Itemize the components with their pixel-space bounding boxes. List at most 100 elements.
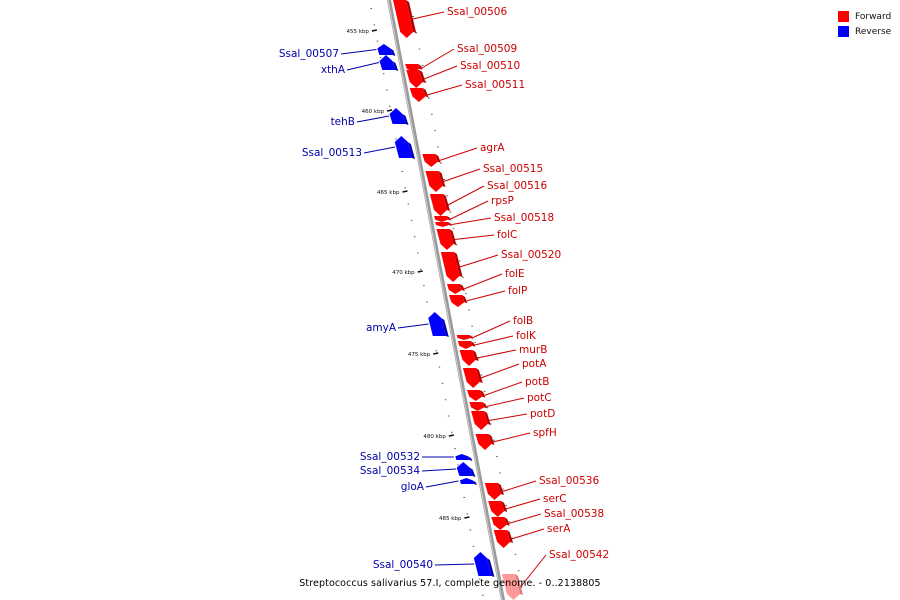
gene-serc[interactable] — [488, 501, 508, 517]
gene-label[interactable]: Ssal_00532 — [360, 451, 420, 463]
minor-tick-left — [457, 464, 459, 466]
gene-folb[interactable] — [456, 335, 474, 340]
gene-ssal-00518[interactable] — [435, 222, 453, 227]
gene-ssal-00540[interactable] — [473, 552, 495, 577]
gene-potc[interactable] — [469, 402, 488, 411]
minor-tick-right — [520, 586, 523, 588]
gene-murb[interactable] — [459, 350, 479, 366]
gene-label[interactable]: Ssal_00538 — [544, 508, 604, 520]
gene-label[interactable]: Ssal_00510 — [460, 60, 520, 72]
major-tick — [417, 270, 423, 273]
gene-label[interactable]: folE — [505, 268, 525, 280]
gene-label[interactable]: potB — [525, 376, 549, 388]
gene-label[interactable]: Ssal_00506 — [447, 6, 507, 18]
gene-agra[interactable] — [422, 154, 441, 167]
gene-ssal-00515[interactable] — [425, 171, 446, 192]
gene-label[interactable]: rpsP — [491, 195, 514, 207]
gene-label[interactable]: murB — [519, 344, 547, 356]
gene-label[interactable]: Ssal_00534 — [360, 465, 420, 477]
tick-label: 460 kbp — [362, 109, 385, 115]
gene-folp[interactable] — [449, 295, 468, 307]
gene-spfh[interactable] — [475, 434, 495, 450]
gene-label[interactable]: xthA — [321, 64, 346, 76]
forward-swatch — [838, 11, 849, 22]
gene-label[interactable]: gloA — [401, 481, 425, 493]
gene-label[interactable]: potD — [530, 408, 555, 420]
genome-backbone — [386, 0, 506, 600]
gene-ssal-00520[interactable] — [440, 252, 463, 282]
leader-line — [480, 363, 520, 379]
minor-tick-right — [458, 260, 461, 262]
gene-folc[interactable] — [436, 229, 457, 250]
gene-label[interactable]: Ssal_00518 — [494, 212, 554, 224]
gene-side-shade — [441, 318, 449, 337]
gene-label[interactable]: serC — [543, 493, 567, 505]
minor-tick-left — [407, 203, 410, 205]
gene-ssal-00542[interactable] — [502, 574, 523, 600]
gene-label[interactable]: Ssal_00509 — [457, 43, 517, 55]
gene-side-shade — [472, 480, 477, 485]
gene-arrow — [456, 335, 471, 340]
gene-label[interactable]: Ssal_00520 — [501, 249, 561, 261]
gene-side-shade — [497, 483, 504, 495]
minor-tick-left — [420, 268, 422, 270]
gene-label[interactable]: potC — [527, 392, 552, 404]
gene-label[interactable]: potA — [522, 358, 547, 370]
gene-label[interactable]: Ssal_00542 — [549, 549, 609, 561]
minor-tick-left — [382, 73, 385, 75]
gene-ssal-00536[interactable] — [484, 483, 504, 500]
gene-label[interactable]: tehB — [331, 116, 355, 128]
minor-tick-left — [451, 431, 453, 433]
gene-label[interactable]: Ssal_00515 — [483, 163, 543, 175]
gene-label[interactable]: folB — [513, 315, 533, 327]
gene-ssal-00506[interactable] — [393, 0, 417, 38]
gene-side-shade — [438, 171, 446, 187]
gene-label[interactable]: Ssal_00540 — [373, 559, 433, 571]
gene-sera[interactable] — [493, 530, 514, 548]
gene-side-shade — [459, 284, 465, 291]
gene-ssal-00532[interactable] — [455, 454, 473, 461]
leader-line — [488, 413, 528, 421]
gene-ssal-00538[interactable] — [491, 517, 510, 530]
gene-label[interactable]: folK — [516, 330, 537, 342]
gene-label[interactable]: Ssal_00511 — [465, 79, 525, 91]
gene-ssal-00511[interactable] — [409, 88, 429, 102]
gene-ssal-00534[interactable] — [456, 462, 476, 477]
gene-ssal-00513[interactable] — [394, 136, 416, 159]
gene-ssal-00516[interactable] — [429, 194, 451, 216]
gene-label[interactable]: Ssal_00513 — [302, 147, 362, 159]
gene-fole[interactable] — [446, 284, 465, 294]
gene-pota[interactable] — [462, 368, 483, 388]
gene-ssal-00510[interactable] — [406, 70, 426, 88]
gene-potb[interactable] — [467, 390, 486, 401]
gene-tehb[interactable] — [389, 108, 409, 125]
gene-amya[interactable] — [428, 312, 449, 337]
leader-line — [459, 254, 499, 268]
gene-arrow — [491, 517, 507, 530]
gene-label[interactable]: agrA — [480, 142, 505, 154]
gene-ssal-00507[interactable] — [377, 44, 396, 56]
leader-line — [423, 65, 458, 80]
gene-xtha[interactable] — [379, 55, 399, 71]
gene-side-shade — [482, 402, 488, 409]
gene-label[interactable]: amyA — [366, 322, 397, 334]
gene-folk[interactable] — [457, 341, 476, 349]
gene-label[interactable]: Ssal_00536 — [539, 475, 599, 487]
gene-label[interactable]: Ssal_00516 — [487, 180, 547, 192]
gene-label[interactable]: Ssal_00507 — [279, 48, 339, 60]
gene-rpsp[interactable] — [434, 216, 452, 222]
minor-tick-right — [465, 293, 467, 295]
gene-potd[interactable] — [471, 411, 491, 430]
gene-arrow — [409, 88, 426, 102]
leader-line — [463, 273, 503, 290]
major-tick — [371, 29, 378, 32]
gene-label[interactable]: spfH — [533, 427, 557, 439]
minor-tick-right — [449, 211, 452, 213]
gene-gloa[interactable] — [459, 478, 477, 485]
gene-label[interactable]: serA — [547, 523, 571, 535]
gene-label[interactable]: folP — [508, 285, 527, 297]
minor-tick-right — [412, 16, 415, 17]
gene-arrow — [435, 222, 450, 227]
gene-label[interactable]: folC — [497, 229, 517, 241]
major-tick — [386, 109, 393, 112]
